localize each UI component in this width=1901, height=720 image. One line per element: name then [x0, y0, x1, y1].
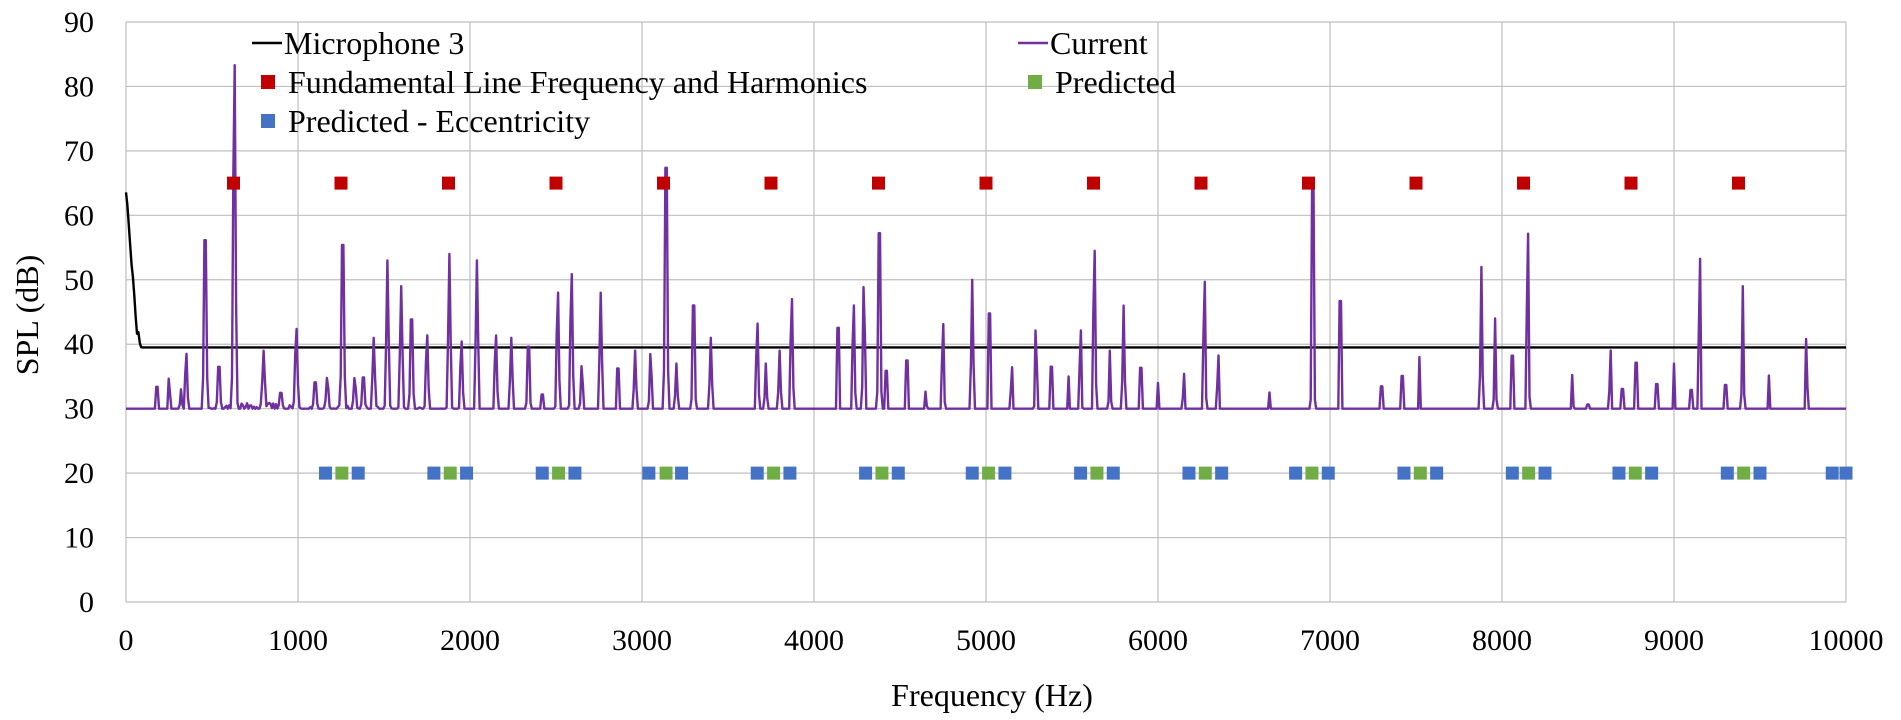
harmonic-marker	[1194, 176, 1208, 190]
y-tick-label: 80	[64, 70, 94, 103]
harmonic-marker	[549, 176, 563, 190]
x-tick-label: 8000	[1472, 624, 1532, 657]
eccentricity-marker	[460, 466, 474, 480]
eccentricity-marker	[750, 466, 764, 480]
harmonic-marker	[1624, 176, 1638, 190]
harmonic-marker	[1732, 176, 1745, 190]
tick-label-layer: 0 10 20 30 40 50 60 70 80 90 0 1000 2000 3000 4000 5000…	[64, 6, 1884, 657]
eccentricity-marker	[351, 466, 365, 480]
x-tick-label: 10000	[1809, 624, 1884, 657]
legend-marker-swatch	[261, 75, 275, 89]
x-tick-label: 4000	[784, 624, 844, 657]
grid-layer	[125, 21, 1847, 603]
legend-label: Predicted - Eccentricity	[288, 103, 590, 139]
harmonic-marker	[442, 176, 455, 190]
predicted-marker	[767, 466, 781, 480]
series-layer	[124, 64, 1853, 480]
harmonic-marker	[657, 176, 670, 190]
predicted-marker	[1090, 466, 1104, 480]
y-tick-label: 50	[64, 264, 94, 297]
eccentricity-marker	[1106, 466, 1120, 480]
predicted-marker	[659, 466, 673, 480]
predicted-marker	[1305, 466, 1319, 480]
eccentricity-marker	[535, 466, 549, 480]
harmonic-marker	[334, 176, 348, 190]
eccentricity-marker	[1215, 466, 1229, 480]
eccentricity-marker	[675, 466, 689, 480]
predicted-marker	[1628, 466, 1642, 480]
eccentricity-marker	[783, 466, 797, 480]
harmonic-marker	[979, 176, 993, 190]
y-tick-label: 20	[64, 457, 94, 490]
eccentricity-marker	[1505, 466, 1519, 480]
legend: Microphone 3 Current Fundamental Line Freq…	[252, 25, 1176, 139]
eccentricity-marker	[965, 466, 979, 480]
eccentricity-marker	[1825, 466, 1839, 480]
legend-label: Microphone 3	[284, 25, 464, 61]
predicted-marker	[1522, 466, 1536, 480]
x-tick-label: 5000	[956, 624, 1016, 657]
harmonic-marker	[227, 176, 240, 190]
eccentricity-marker	[427, 466, 441, 480]
eccentricity-marker	[1538, 466, 1552, 480]
x-tick-label: 0	[119, 624, 134, 657]
eccentricity-marker	[1182, 466, 1196, 480]
y-tick-label: 90	[64, 6, 94, 39]
y-tick-label: 40	[64, 328, 94, 361]
eccentricity-marker	[642, 466, 656, 480]
eccentricity-marker	[1753, 466, 1767, 480]
y-tick-label: 70	[64, 135, 94, 168]
eccentricity-marker	[891, 466, 905, 480]
predicted-marker	[552, 466, 566, 480]
harmonic-marker	[1302, 176, 1315, 190]
predicted-marker	[1413, 466, 1427, 480]
predicted-marker	[335, 466, 349, 480]
eccentricity-marker	[1397, 466, 1411, 480]
x-tick-label: 7000	[1300, 624, 1360, 657]
predicted-marker	[982, 466, 996, 480]
eccentricity-marker	[859, 466, 873, 480]
harmonic-marker	[1517, 176, 1530, 190]
legend-label: Fundamental Line Frequency and Harmonics	[288, 64, 867, 100]
x-tick-label: 2000	[440, 624, 500, 657]
x-tick-label: 3000	[612, 624, 672, 657]
legend-marker-swatch	[1028, 75, 1042, 89]
legend-label: Current	[1050, 25, 1148, 61]
x-axis-label: Frequency (Hz)	[891, 677, 1093, 713]
y-tick-label: 10	[64, 522, 94, 555]
predicted-marker	[1198, 466, 1212, 480]
x-tick-label: 6000	[1128, 624, 1188, 657]
eccentricity-marker	[1430, 466, 1444, 480]
eccentricity-marker	[1289, 466, 1303, 480]
eccentricity-marker	[568, 466, 582, 480]
eccentricity-marker	[1720, 466, 1734, 480]
x-tick-label: 9000	[1644, 624, 1704, 657]
eccentricity-marker	[1612, 466, 1626, 480]
harmonic-marker	[1409, 176, 1423, 190]
series-line-current	[126, 64, 1846, 410]
eccentricity-marker	[1321, 466, 1335, 480]
eccentricity-marker	[319, 466, 333, 480]
y-tick-label: 0	[79, 586, 94, 619]
predicted-marker	[875, 466, 889, 480]
predicted-marker	[1737, 466, 1751, 480]
y-tick-label: 60	[64, 199, 94, 232]
legend-label: Predicted	[1055, 64, 1176, 100]
harmonic-marker	[764, 176, 778, 190]
legend-marker-swatch	[261, 114, 275, 128]
y-tick-label: 30	[64, 393, 94, 426]
eccentricity-marker	[1645, 466, 1659, 480]
y-axis-label: SPL (dB)	[9, 255, 45, 376]
predicted-marker	[443, 466, 457, 480]
eccentricity-marker	[998, 466, 1012, 480]
x-tick-label: 1000	[268, 624, 328, 657]
harmonic-marker	[1087, 176, 1100, 190]
eccentricity-marker	[1839, 466, 1853, 480]
harmonic-marker	[872, 176, 885, 190]
eccentricity-marker	[1074, 466, 1088, 480]
